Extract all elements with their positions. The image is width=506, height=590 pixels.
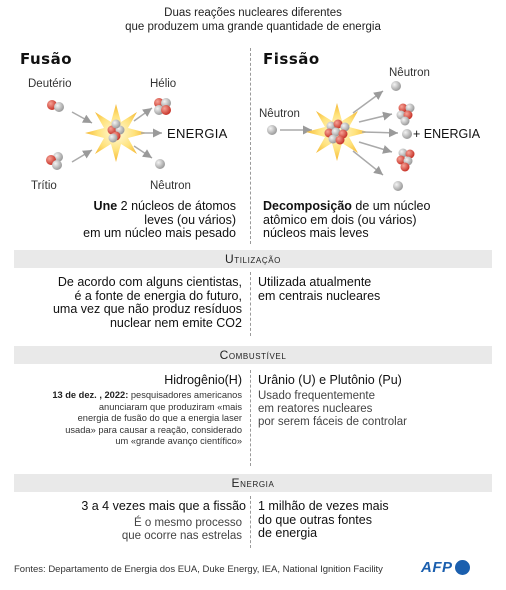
energy-divider: [250, 496, 251, 548]
fission-neutron-bottom-icon: [393, 181, 403, 191]
fuel-fission-text: Usado frequentemente em reatores nuclear…: [258, 390, 492, 429]
fuel-fission-line-1: Usado frequentemente: [258, 390, 375, 402]
energy-fission-line-3: de energia: [258, 526, 318, 540]
fusion-desc-bold: Une: [93, 199, 118, 213]
infographic-title: Duas reações nucleares diferentes que pr…: [0, 6, 506, 34]
fission-fragment-1-icon: [396, 103, 415, 126]
energy-fission-line-2: do que outras fontes: [258, 512, 372, 527]
fuel-fusion-title: Hidrogênio(H): [164, 373, 242, 387]
label-tritium: Trítio: [31, 180, 57, 192]
title-line-2: que produzem uma grande quantidade de en…: [125, 21, 381, 33]
title-line-1: Duas reações nucleares diferentes: [164, 7, 342, 19]
note-date: 13 de dez. , 2022:: [52, 390, 129, 400]
helium-icon: [154, 98, 171, 115]
fusion-arrow-in-1: [71, 111, 93, 124]
note-line-2: anunciaram que produziram «mais: [98, 401, 242, 412]
energy-fusion-sub-line-2: que ocorre nas estrelas: [121, 530, 242, 542]
fission-desc-bold: Decomposição: [263, 199, 352, 213]
fusion-description: Une 2 núcleos de átomos leves (ou vários…: [20, 199, 236, 241]
label-deuterium: Deutério: [28, 78, 72, 90]
fuel-divider: [250, 370, 251, 466]
fission-desc-line-2: atômico em dois (ou vários): [263, 212, 417, 227]
fusion-desc-line-1: Une 2 núcleos de átomos: [20, 199, 236, 214]
fuel-fission-title: Urânio (U) e Plutônio (Pu): [258, 373, 402, 387]
fission-arrow-out-5: [352, 150, 384, 176]
fusion-heading: Fusão: [20, 50, 73, 68]
fission-fragment-2-icon: [396, 148, 415, 172]
fusion-neutron-icon: [155, 159, 165, 169]
label-fusion-energy: ENERGIA: [167, 126, 228, 141]
fission-desc-rest: de um núcleo: [351, 199, 431, 213]
note-line-1-rest: pesquisadores americanos: [128, 390, 242, 400]
usage-divider: [250, 272, 251, 336]
fuel-band: Combustível: [14, 346, 492, 364]
tritium-icon: [46, 152, 63, 170]
usage-fusion-line-3: uma vez que não produz resíduos: [52, 302, 242, 316]
fission-heading: Fissão: [263, 50, 320, 68]
fission-desc-line-1: Decomposição de um núcleo: [263, 199, 493, 214]
fusion-diagram: [46, 98, 171, 170]
fission-description: Decomposição de um núcleo atômico em doi…: [263, 199, 493, 241]
note-line-5: um «grande avanço científico»: [115, 436, 242, 447]
note-line-4: usada» para causar a reação, considerado: [65, 424, 242, 435]
label-fission-energy: + ENERGIA: [413, 127, 481, 141]
fission-desc-line-3: núcleos mais leves: [263, 226, 369, 240]
fusion-arrow-out-helium: [133, 107, 153, 122]
label-fusion-neutron: Nêutron: [150, 180, 191, 192]
energy-band: Energia: [14, 474, 492, 492]
fusion-desc-line-2: leves (ou vários): [144, 212, 236, 227]
usage-fusion-line-2: é a fonte de energia do futuro,: [74, 288, 243, 303]
label-fission-neutron-in: Nêutron: [259, 108, 300, 120]
usage-fission-text: Utilizada atualmente em centrais nuclear…: [258, 275, 488, 303]
fission-incoming-neutron-icon: [267, 125, 277, 135]
usage-fusion-line-1: De acordo com alguns cientistas,: [57, 275, 242, 289]
deuterium-icon: [47, 100, 64, 112]
top-divider: [250, 48, 251, 244]
label-fission-neutron-out: Nêutron: [389, 67, 430, 79]
note-line-3: energia de fusão do que a energia laser: [77, 413, 242, 424]
fission-arrow-out-2: [358, 111, 393, 123]
energy-fusion-sub: É o mesmo processo que ocorre nas estrel…: [14, 517, 242, 543]
energy-heading: Energia: [231, 476, 275, 490]
fuel-heading: Combustível: [219, 348, 287, 362]
fuel-fission-line-2: em reatores nucleares: [258, 403, 373, 415]
usage-fusion-text: De acordo com alguns cientistas, é a fon…: [14, 275, 243, 330]
fission-neutron-mid-icon: [402, 129, 412, 139]
fusion-desc-rest: 2 núcleos de átomos: [117, 199, 236, 213]
energy-fission-line-1: 1 milhão de vezes mais: [258, 499, 389, 513]
usage-band: Utilização: [14, 250, 492, 268]
fission-arrow-out-1: [352, 90, 384, 114]
fission-arrow-out-3: [361, 128, 399, 138]
energy-fusion-title: 3 a 4 vezes mais que a fissão: [81, 499, 246, 513]
note-line-1: 13 de dez. , 2022: pesquisadores america…: [14, 390, 242, 402]
uranium-nucleus-icon: [324, 119, 350, 145]
fission-diagram: [267, 81, 415, 191]
fusion-core-nucleus-icon: [107, 119, 125, 143]
usage-fusion-line-4: nuclear nem emite CO2: [109, 315, 242, 330]
fusion-breakthrough-note: 13 de dez. , 2022: pesquisadores america…: [14, 390, 242, 448]
sources-footer: Fontes: Departamento de Energia dos EUA,…: [14, 564, 383, 575]
energy-fission-text: 1 milhão de vezes mais do que outras fon…: [258, 499, 492, 541]
usage-fission-line-2: em centrais nucleares: [258, 288, 381, 303]
fusion-arrow-in-2: [71, 149, 93, 163]
fission-neutron-top-icon: [391, 81, 401, 91]
afp-logo-dot-icon: [454, 559, 470, 575]
afp-logo-text: AFP: [421, 558, 453, 576]
usage-fission-line-1: Utilizada atualmente: [258, 275, 372, 289]
usage-heading: Utilização: [224, 252, 281, 266]
energy-fusion-sub-line-1: É o mesmo processo: [133, 517, 242, 529]
fission-arrow-out-4: [358, 141, 393, 154]
fusion-arrow-out-neutron: [133, 145, 153, 159]
fuel-fission-line-3: por serem fáceis de controlar: [258, 416, 407, 428]
afp-logo: AFP: [421, 558, 470, 576]
fusion-desc-line-3: em um núcleo mais pesado: [83, 226, 236, 240]
label-helium: Hélio: [150, 78, 177, 90]
